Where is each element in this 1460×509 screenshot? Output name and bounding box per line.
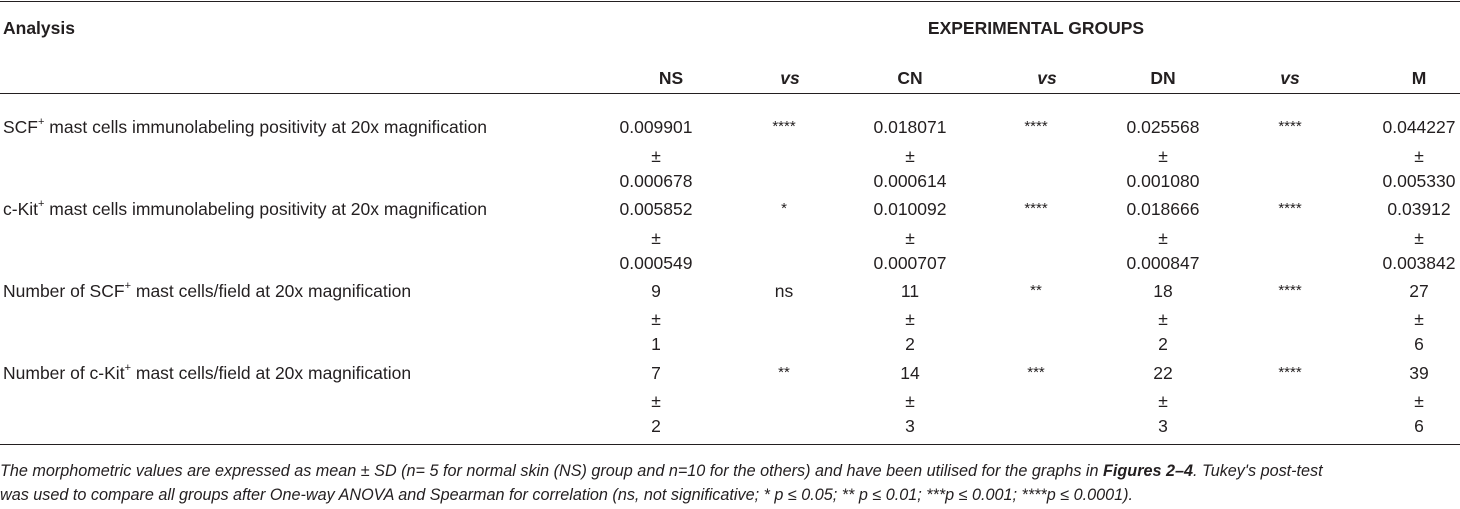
column-header-dn: DN xyxy=(1150,68,1176,88)
cn-pm: ± xyxy=(905,146,915,166)
significance-vs1: ns xyxy=(774,281,794,301)
dn-mean: 18 xyxy=(1153,281,1173,301)
significance-vs3: **** xyxy=(1278,364,1302,381)
m-pm: ± xyxy=(1414,309,1424,329)
dn-pm: ± xyxy=(1158,228,1168,248)
m-pm: ± xyxy=(1414,146,1424,166)
ns-pm: ± xyxy=(651,146,661,166)
significance-vs2: **** xyxy=(1024,200,1048,217)
row-label: SCF+ mast cells immunolabeling positivit… xyxy=(3,116,487,137)
row-label: Number of SCF+ mast cells/field at 20x m… xyxy=(3,280,412,301)
ns-pm: ± xyxy=(651,391,661,411)
m-sd: 6 xyxy=(1414,334,1424,354)
dn-sd: 0.000847 xyxy=(1126,253,1200,273)
ns-pm: ± xyxy=(651,228,661,248)
cn-mean: 0.018071 xyxy=(873,117,947,137)
m-mean: 27 xyxy=(1409,281,1429,301)
ns-sd: 0.000678 xyxy=(619,171,693,191)
m-mean: 0.03912 xyxy=(1387,199,1451,219)
significance-vs1: * xyxy=(781,200,787,217)
cn-mean: 14 xyxy=(900,363,920,383)
dn-sd: 2 xyxy=(1158,334,1168,354)
m-mean: 39 xyxy=(1409,363,1429,383)
significance-vs2: *** xyxy=(1027,364,1045,381)
footnote-line-1: The morphometric values are expressed as… xyxy=(0,462,1323,480)
m-sd: 0.005330 xyxy=(1382,171,1456,191)
cn-sd: 0.000614 xyxy=(873,171,947,191)
significance-vs2: ** xyxy=(1030,282,1042,299)
m-pm: ± xyxy=(1414,391,1424,411)
m-sd: 0.003842 xyxy=(1382,253,1456,273)
table-bottom-rule xyxy=(0,444,1460,445)
ns-mean: 0.005852 xyxy=(619,199,693,219)
significance-vs1: ** xyxy=(778,364,790,381)
m-sd: 6 xyxy=(1414,416,1424,436)
m-mean: 0.044227 xyxy=(1382,117,1456,137)
row-label: c-Kit+ mast cells immunolabeling positiv… xyxy=(3,198,487,219)
analysis-header: Analysis xyxy=(3,18,75,38)
dn-pm: ± xyxy=(1158,391,1168,411)
significance-vs1: **** xyxy=(772,118,796,135)
cn-mean: 11 xyxy=(900,281,920,301)
ns-mean: 7 xyxy=(651,363,661,383)
ns-pm: ± xyxy=(651,309,661,329)
column-header-cn: CN xyxy=(897,68,923,88)
table-footnote: The morphometric values are expressed as… xyxy=(0,459,1460,507)
experimental-groups-header: EXPERIMENTAL GROUPS xyxy=(927,18,1145,38)
significance-vs3: **** xyxy=(1278,282,1302,299)
cn-pm: ± xyxy=(905,228,915,248)
figures-reference: Figures 2–4 xyxy=(1103,462,1194,480)
cn-sd: 2 xyxy=(905,334,915,354)
cn-pm: ± xyxy=(905,309,915,329)
significance-vs2: **** xyxy=(1024,118,1048,135)
column-header-vs-3: vs xyxy=(1280,68,1300,88)
m-pm: ± xyxy=(1414,228,1424,248)
ns-sd: 1 xyxy=(651,334,661,354)
cn-mean: 0.010092 xyxy=(873,199,947,219)
table-top-rule xyxy=(0,1,1460,2)
cn-sd: 0.000707 xyxy=(873,253,947,273)
dn-mean: 22 xyxy=(1153,363,1173,383)
dn-sd: 3 xyxy=(1158,416,1168,436)
significance-vs3: **** xyxy=(1278,200,1302,217)
cn-pm: ± xyxy=(905,391,915,411)
ns-sd: 2 xyxy=(651,416,661,436)
dn-sd: 0.001080 xyxy=(1126,171,1200,191)
dn-pm: ± xyxy=(1158,309,1168,329)
dn-pm: ± xyxy=(1158,146,1168,166)
header-rule xyxy=(0,93,1460,94)
row-label: Number of c-Kit+ mast cells/field at 20x… xyxy=(3,362,412,383)
significance-vs3: **** xyxy=(1278,118,1302,135)
column-header-ns: NS xyxy=(658,68,684,88)
column-header-m: M xyxy=(1411,68,1427,88)
dn-mean: 0.018666 xyxy=(1126,199,1200,219)
ns-mean: 9 xyxy=(651,281,661,301)
dn-mean: 0.025568 xyxy=(1126,117,1200,137)
footnote-line-2: was used to compare all groups after One… xyxy=(0,486,1133,504)
column-header-vs-2: vs xyxy=(1037,68,1057,88)
ns-mean: 0.009901 xyxy=(619,117,693,137)
column-header-vs-1: vs xyxy=(780,68,800,88)
ns-sd: 0.000549 xyxy=(619,253,693,273)
cn-sd: 3 xyxy=(905,416,915,436)
